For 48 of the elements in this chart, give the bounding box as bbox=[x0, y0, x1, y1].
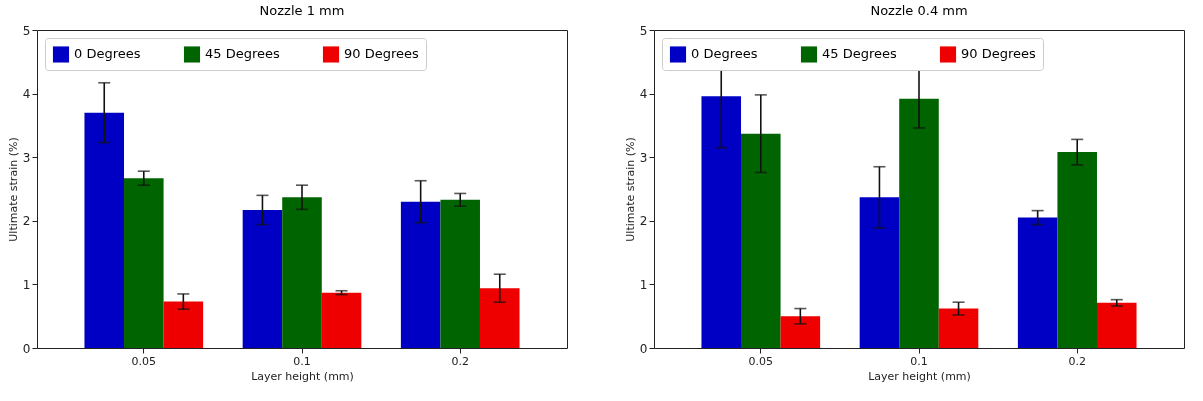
chart-title: Nozzle 1 mm bbox=[259, 3, 345, 18]
bar bbox=[701, 96, 742, 348]
bar bbox=[124, 178, 164, 348]
y-tick-label: 1 bbox=[22, 277, 31, 292]
bar bbox=[84, 112, 125, 348]
bar bbox=[899, 98, 939, 348]
y-axis-title: Ultimate strain (%) bbox=[6, 137, 20, 242]
bar bbox=[859, 197, 900, 348]
x-tick-label: 0.1 bbox=[293, 354, 311, 368]
legend-label: 45 Degrees bbox=[205, 46, 280, 62]
bar bbox=[321, 292, 362, 348]
bar bbox=[400, 201, 441, 348]
y-tick-label: 1 bbox=[639, 277, 648, 292]
y-tick-label: 4 bbox=[639, 87, 648, 102]
legend-label: 90 Degrees bbox=[961, 46, 1036, 62]
y-tick-label: 2 bbox=[639, 214, 648, 229]
bar bbox=[479, 288, 520, 348]
bar bbox=[780, 316, 821, 348]
bar bbox=[741, 133, 781, 348]
bar bbox=[242, 209, 283, 348]
y-tick-label: 5 bbox=[639, 23, 648, 38]
bar bbox=[1096, 302, 1137, 348]
y-tick-label: 5 bbox=[22, 23, 31, 38]
x-tick-label: 0.05 bbox=[131, 354, 157, 368]
x-tick-label: 0.1 bbox=[910, 354, 928, 368]
bar bbox=[440, 199, 480, 348]
bar bbox=[163, 301, 204, 348]
chart-title: Nozzle 0.4 mm bbox=[870, 3, 968, 18]
y-tick-label: 3 bbox=[22, 150, 31, 165]
y-tick-label: 0 bbox=[22, 341, 31, 356]
x-tick-label: 0.2 bbox=[1068, 354, 1086, 368]
bar bbox=[1017, 217, 1058, 348]
x-tick-label: 0.2 bbox=[451, 354, 469, 368]
legend-label: 45 Degrees bbox=[822, 46, 897, 62]
bar bbox=[282, 197, 322, 348]
y-tick-label: 2 bbox=[22, 214, 31, 229]
y-axis-title: Ultimate strain (%) bbox=[623, 137, 637, 242]
legend-label: 90 Degrees bbox=[344, 46, 419, 62]
legend-label: 0 Degrees bbox=[74, 46, 141, 62]
x-axis-title: Layer height (mm) bbox=[251, 369, 354, 383]
x-tick-label: 0.05 bbox=[748, 354, 774, 368]
y-tick-label: 4 bbox=[22, 87, 31, 102]
y-tick-label: 3 bbox=[639, 150, 648, 165]
legend-label: 0 Degrees bbox=[691, 46, 758, 62]
y-tick-label: 0 bbox=[639, 341, 648, 356]
x-axis-title: Layer height (mm) bbox=[868, 369, 971, 383]
bar bbox=[1057, 152, 1097, 348]
bar bbox=[938, 308, 979, 348]
